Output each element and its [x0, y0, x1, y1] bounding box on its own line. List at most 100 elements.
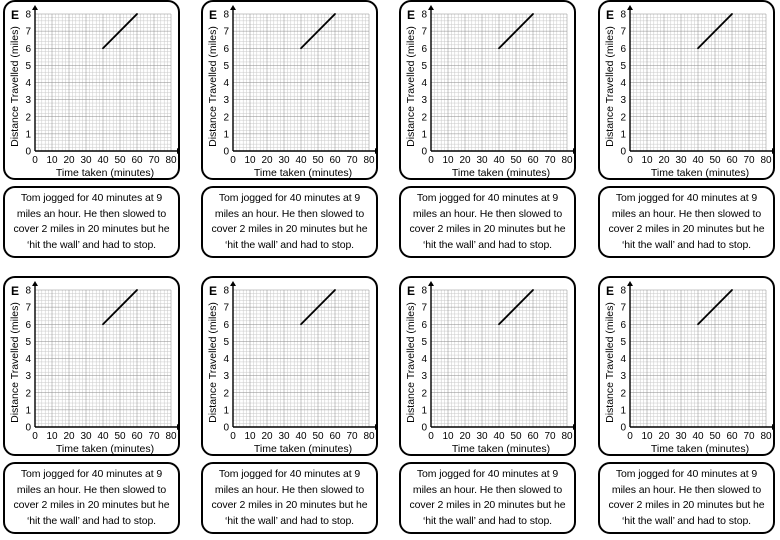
y-tick-label: 1 [25, 405, 31, 416]
y-tick-label: 5 [25, 61, 31, 72]
y-tick-label: 2 [25, 388, 31, 399]
card-letter: E [209, 8, 217, 22]
y-axis-title: Distance Travelled (miles) [405, 302, 417, 423]
series-line [102, 13, 138, 50]
y-tick-label: 4 [421, 354, 427, 365]
x-tick-label: 80 [165, 155, 177, 166]
x-tick-label: 60 [329, 155, 341, 166]
y-tick-label: 6 [421, 320, 427, 331]
distance-time-graph: E 0 10 20 30 40 50 60 70 80 0 1 2 3 4 5 6 7 8 Time taken… [604, 5, 777, 179]
x-tick-label: 20 [261, 155, 273, 166]
story-card: Tom jogged for 40 minutes at 9 miles an … [201, 462, 378, 534]
graph-card: E 0 10 20 30 40 50 60 70 80 0 1 2 3 4 5 6 7 8 Time taken… [399, 276, 578, 456]
distance-time-graph: E 0 10 20 30 40 50 60 70 80 0 1 2 3 4 5 6 7 8 Time taken… [9, 281, 182, 455]
x-tick-label: 30 [278, 431, 290, 442]
card-letter: E [407, 284, 415, 298]
y-axis-title: Distance Travelled (miles) [604, 302, 616, 423]
series-line [697, 13, 733, 50]
x-tick-label: 10 [442, 431, 454, 442]
y-tick-label: 1 [223, 129, 229, 140]
y-tick-label: 1 [421, 405, 427, 416]
x-axis-arrow [573, 424, 578, 430]
x-tick-label: 30 [80, 155, 92, 166]
story-card: Tom jogged for 40 minutes at 9 miles an … [201, 186, 378, 258]
x-tick-label: 10 [244, 155, 256, 166]
x-axis-arrow [772, 148, 777, 154]
graph-card: E 0 10 20 30 40 50 60 70 80 0 1 2 3 4 5 6 7 8 Time taken… [201, 0, 380, 180]
y-tick-label: 6 [223, 44, 229, 55]
distance-time-graph: E 0 10 20 30 40 50 60 70 80 0 1 2 3 4 5 6 7 8 Time taken… [405, 5, 578, 179]
y-tick-labels: 0 1 2 3 4 5 6 7 8 [223, 286, 229, 434]
graph-card: E 0 10 20 30 40 50 60 70 80 0 1 2 3 4 5 6 7 8 Time taken… [399, 0, 578, 180]
y-tick-label: 3 [223, 95, 229, 106]
x-tick-label: 10 [442, 155, 454, 166]
x-tick-label: 70 [544, 431, 556, 442]
y-tick-label: 1 [421, 129, 427, 140]
x-tick-label: 40 [493, 155, 505, 166]
x-tick-label: 50 [709, 155, 721, 166]
y-axis-arrow [627, 281, 633, 286]
x-tick-label: 80 [561, 431, 573, 442]
x-axis-arrow [177, 148, 182, 154]
x-axis-arrow [177, 424, 182, 430]
y-tick-label: 8 [223, 10, 229, 21]
x-tick-label: 0 [428, 431, 434, 442]
card-letter: E [407, 8, 415, 22]
graph-card: E 0 10 20 30 40 50 60 70 80 0 1 2 3 4 5 6 7 8 Time taken… [3, 276, 182, 456]
y-tick-labels: 0 1 2 3 4 5 6 7 8 [421, 286, 427, 434]
story-text: Tom jogged for 40 minutes at 9 miles an … [409, 192, 566, 251]
x-tick-label: 60 [329, 431, 341, 442]
y-axis-arrow [627, 5, 633, 10]
y-axis-arrow [428, 5, 434, 10]
y-tick-label: 0 [620, 423, 626, 434]
y-tick-label: 5 [223, 337, 229, 348]
x-tick-label: 0 [32, 431, 38, 442]
y-tick-label: 4 [421, 78, 427, 89]
x-tick-label: 0 [32, 155, 38, 166]
y-tick-label: 3 [421, 95, 427, 106]
story-card: Tom jogged for 40 minutes at 9 miles an … [399, 462, 576, 534]
major-grid [232, 13, 370, 152]
x-tick-label: 50 [312, 155, 324, 166]
x-tick-label: 0 [627, 431, 633, 442]
card-letter: E [606, 284, 614, 298]
x-tick-label: 10 [46, 431, 58, 442]
y-tick-label: 0 [25, 147, 31, 158]
x-tick-label: 20 [63, 155, 75, 166]
x-axis-arrow [772, 424, 777, 430]
y-tick-label: 1 [25, 129, 31, 140]
graph-card: E 0 10 20 30 40 50 60 70 80 0 1 2 3 4 5 6 7 8 Time taken… [3, 0, 182, 180]
axes [230, 5, 380, 154]
y-tick-label: 2 [421, 388, 427, 399]
x-tick-label: 70 [544, 155, 556, 166]
axes [32, 5, 182, 154]
graph-card: E 0 10 20 30 40 50 60 70 80 0 1 2 3 4 5 6 7 8 Time taken… [598, 0, 777, 180]
x-tick-label: 80 [165, 431, 177, 442]
x-tick-label: 10 [244, 431, 256, 442]
y-tick-label: 6 [620, 44, 626, 55]
x-tick-label: 60 [131, 431, 143, 442]
story-card: Tom jogged for 40 minutes at 9 miles an … [598, 186, 775, 258]
y-tick-label: 3 [620, 371, 626, 382]
story-text: Tom jogged for 40 minutes at 9 miles an … [608, 468, 765, 527]
y-tick-labels: 0 1 2 3 4 5 6 7 8 [620, 286, 626, 434]
x-tick-label: 50 [510, 155, 522, 166]
y-tick-label: 4 [25, 78, 31, 89]
series [498, 13, 534, 50]
major-grid [430, 289, 568, 428]
x-tick-label: 20 [658, 155, 670, 166]
y-tick-label: 7 [25, 303, 31, 314]
x-tick-label: 40 [97, 431, 109, 442]
y-axis-title: Distance Travelled (miles) [207, 26, 219, 147]
x-tick-label: 70 [148, 155, 160, 166]
story-card: Tom jogged for 40 minutes at 9 miles an … [3, 186, 180, 258]
y-tick-label: 0 [223, 423, 229, 434]
x-tick-label: 40 [295, 155, 307, 166]
y-tick-label: 6 [223, 320, 229, 331]
y-tick-labels: 0 1 2 3 4 5 6 7 8 [25, 10, 31, 158]
y-axis-arrow [428, 281, 434, 286]
y-tick-label: 8 [421, 286, 427, 297]
x-tick-labels: 0 10 20 30 40 50 60 70 80 [428, 155, 573, 166]
x-tick-labels: 0 10 20 30 40 50 60 70 80 [32, 431, 177, 442]
y-tick-label: 8 [620, 10, 626, 21]
